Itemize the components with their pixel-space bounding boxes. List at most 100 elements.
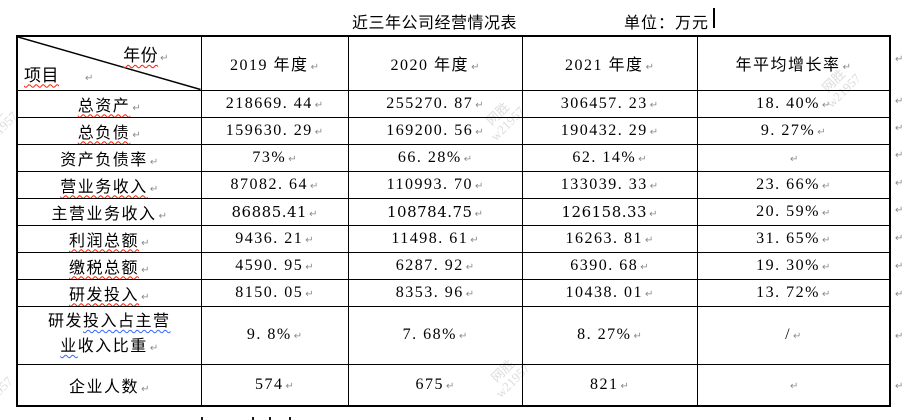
paragraph-mark-icon: ↵ (475, 126, 484, 138)
text-cursor[interactable] (713, 8, 715, 28)
value-cell-empty[interactable]: ↵ (696, 143, 891, 172)
clipped-text-fragment (252, 417, 254, 420)
column-header-growth[interactable]: 年平均增长率 ↵ (696, 35, 891, 91)
value-cell[interactable]: 9436. 21 ↵ (200, 224, 349, 253)
paragraph-mark-icon: ↵ (293, 331, 303, 342)
value-cell[interactable]: 87082. 64 ↵ (200, 170, 349, 199)
paragraph-mark-icon: ↵ (649, 180, 659, 192)
value-cell[interactable]: 159630. 29 ↵ (200, 116, 349, 145)
paragraph-mark-icon: ↵ (132, 129, 141, 141)
value-cell[interactable]: 110993. 70 ↵ (347, 170, 523, 199)
row-label-cell[interactable]: 利润总额 ↵ (16, 224, 202, 253)
value-cell[interactable]: 8. 27% ↵ (521, 305, 698, 365)
value-cell[interactable]: 16263. 81 ↵ (521, 224, 698, 253)
diagonal-line (18, 37, 200, 89)
paragraph-mark-icon: ↵ (132, 102, 141, 114)
value-cell[interactable]: 190432. 29 ↵ (521, 116, 698, 145)
value-cell[interactable]: 4590. 95 ↵ (200, 251, 349, 280)
value-cell[interactable]: 108784.75 ↵ (347, 197, 523, 226)
value-cell[interactable]: 8150. 05 ↵ (200, 278, 349, 307)
value-cell[interactable]: 218669. 44 ↵ (200, 89, 349, 118)
value-cell[interactable]: 306457. 23 ↵ (521, 89, 698, 118)
value-cell[interactable]: 169200. 56 ↵ (347, 116, 523, 145)
value-cell[interactable]: 6287. 92 ↵ (347, 251, 523, 280)
paragraph-mark-icon: ↵ (288, 153, 297, 165)
value-cell[interactable]: 73% ↵ (200, 143, 349, 172)
paragraph-mark-icon: ↵ (821, 99, 831, 111)
document-title: 近三年公司经营情况表 (352, 15, 518, 32)
row-label-cell[interactable]: 主营业务收入 ↵ (16, 197, 202, 226)
paragraph-mark-icon: ↵ (821, 234, 831, 246)
paragraph-mark-icon: ↵ (458, 331, 468, 342)
value-cell[interactable]: 86885.41 ↵ (200, 197, 349, 226)
row-label-cell[interactable]: 企业人数 ↵ (16, 363, 202, 407)
paragraph-mark-icon: ↵ (790, 153, 799, 165)
value-cell[interactable]: 13. 72% ↵ (696, 278, 891, 307)
paragraph-mark-icon: ↵ (141, 264, 150, 276)
title-line: 近三年公司经营情况表 单位：万元 (0, 6, 913, 32)
operations-table[interactable]: 年份 ↵ 项目 ↵ 2019 年度 ↵ 2020 年度 ↵ 2021 年度 ↵ 年平均增长… (16, 35, 891, 407)
row-label-cell[interactable]: 总资产 ↵ (16, 89, 202, 118)
value-cell[interactable]: 62. 14% ↵ (521, 143, 698, 172)
paragraph-mark-icon: ↵ (465, 288, 475, 300)
unit-label: 单位：万元 (624, 15, 710, 32)
column-header-2020[interactable]: 2020 年度 ↵ (347, 35, 523, 91)
paragraph-mark-icon: ↵ (305, 288, 314, 300)
column-header-2019[interactable]: 2019 年度 ↵ (200, 35, 349, 91)
value-cell[interactable]: 9. 27% ↵ (696, 116, 891, 145)
paragraph-mark-icon: ↵ (470, 234, 479, 246)
paragraph-mark-icon: ↵ (638, 153, 647, 165)
value-cell[interactable]: 6390. 68 ↵ (521, 251, 698, 280)
value-cell[interactable]: 66. 28% ↵ (347, 143, 523, 172)
paragraph-mark-icon: ↵ (305, 261, 314, 273)
row-label-cell[interactable]: 研发投入 ↵ (16, 278, 202, 307)
value-cell[interactable]: 133039. 33 ↵ (521, 170, 698, 199)
value-cell[interactable]: 20. 59% ↵ (696, 197, 891, 226)
value-cell[interactable]: 10438. 01 ↵ (521, 278, 698, 307)
paragraph-mark-icon: ↵ (817, 126, 826, 138)
paragraph-mark-icon: ↵ (895, 123, 904, 134)
value-cell[interactable]: 7. 68% ↵ (347, 305, 523, 365)
row-label-cell[interactable]: 研发投入占主营业收入比重 ↵ (16, 305, 202, 365)
value-cell[interactable]: 9. 8% ↵ (200, 305, 349, 365)
paragraph-mark-icon: ↵ (309, 208, 318, 220)
paragraph-mark-icon: ↵ (310, 62, 319, 74)
value-cell[interactable]: 126158.33 ↵ (521, 197, 698, 226)
paragraph-mark-icon: ↵ (149, 156, 159, 168)
value-cell[interactable]: 23. 66% ↵ (696, 170, 891, 199)
clipped-text-fragment (269, 417, 271, 420)
paragraph-mark-icon: ↵ (895, 289, 904, 300)
value-cell[interactable]: 675 ↵ (347, 363, 523, 407)
paragraph-mark-icon: ↵ (793, 331, 802, 342)
table-row-total-liabilities: 总负债 ↵ 159630. 29 ↵ 169200. 56 ↵ 190432. 29 ↵… (16, 116, 891, 145)
table-row-total-tax: 缴税总额 ↵ 4590. 95 ↵ 6287. 92 ↵ 6390. 68 ↵ 19. … (16, 251, 891, 280)
column-header-2021[interactable]: 2021 年度 ↵ (521, 35, 698, 91)
value-cell-empty[interactable]: ↵ (696, 363, 891, 407)
value-cell[interactable]: 11498. 61 ↵ (347, 224, 523, 253)
row-label-cell[interactable]: 营业务收入 ↵ (16, 170, 202, 199)
value-cell[interactable]: 31. 65% ↵ (696, 224, 891, 253)
row-label-cell[interactable]: 资产负债率 ↵ (16, 143, 202, 172)
paragraph-mark-icon: ↵ (446, 380, 455, 392)
value-cell[interactable]: 821 ↵ (521, 363, 698, 407)
paragraph-mark-icon: ↵ (314, 126, 324, 138)
value-cell[interactable]: 18. 40% ↵ (696, 89, 891, 118)
row-label-cell[interactable]: 总负债 ↵ (16, 116, 202, 145)
corner-header-cell[interactable]: 年份 ↵ 项目 ↵ (16, 35, 202, 91)
table-row-debt-ratio: 资产负债率 ↵ 73% ↵ 66. 28% ↵ 62. 14% ↵ ↵ (16, 143, 891, 172)
paragraph-mark-icon: ↵ (471, 62, 480, 74)
value-cell[interactable]: 8353. 96 ↵ (347, 278, 523, 307)
value-cell[interactable]: 574 ↵ (200, 363, 349, 407)
paragraph-mark-icon: ↵ (141, 291, 150, 303)
paragraph-mark-icon: ↵ (640, 261, 649, 273)
value-cell[interactable]: / ↵ (696, 305, 891, 365)
row-label-cell[interactable]: 缴税总额 ↵ (16, 251, 202, 280)
paragraph-mark-icon: ↵ (895, 233, 904, 244)
paragraph-mark-icon: ↵ (149, 183, 159, 195)
value-cell[interactable]: 255270. 87 ↵ (347, 89, 523, 118)
paragraph-mark-icon: ↵ (633, 331, 642, 342)
paragraph-mark-icon: ↵ (160, 53, 169, 64)
paragraph-mark-icon: ↵ (895, 96, 904, 107)
value-cell[interactable]: 19. 30% ↵ (696, 251, 891, 280)
